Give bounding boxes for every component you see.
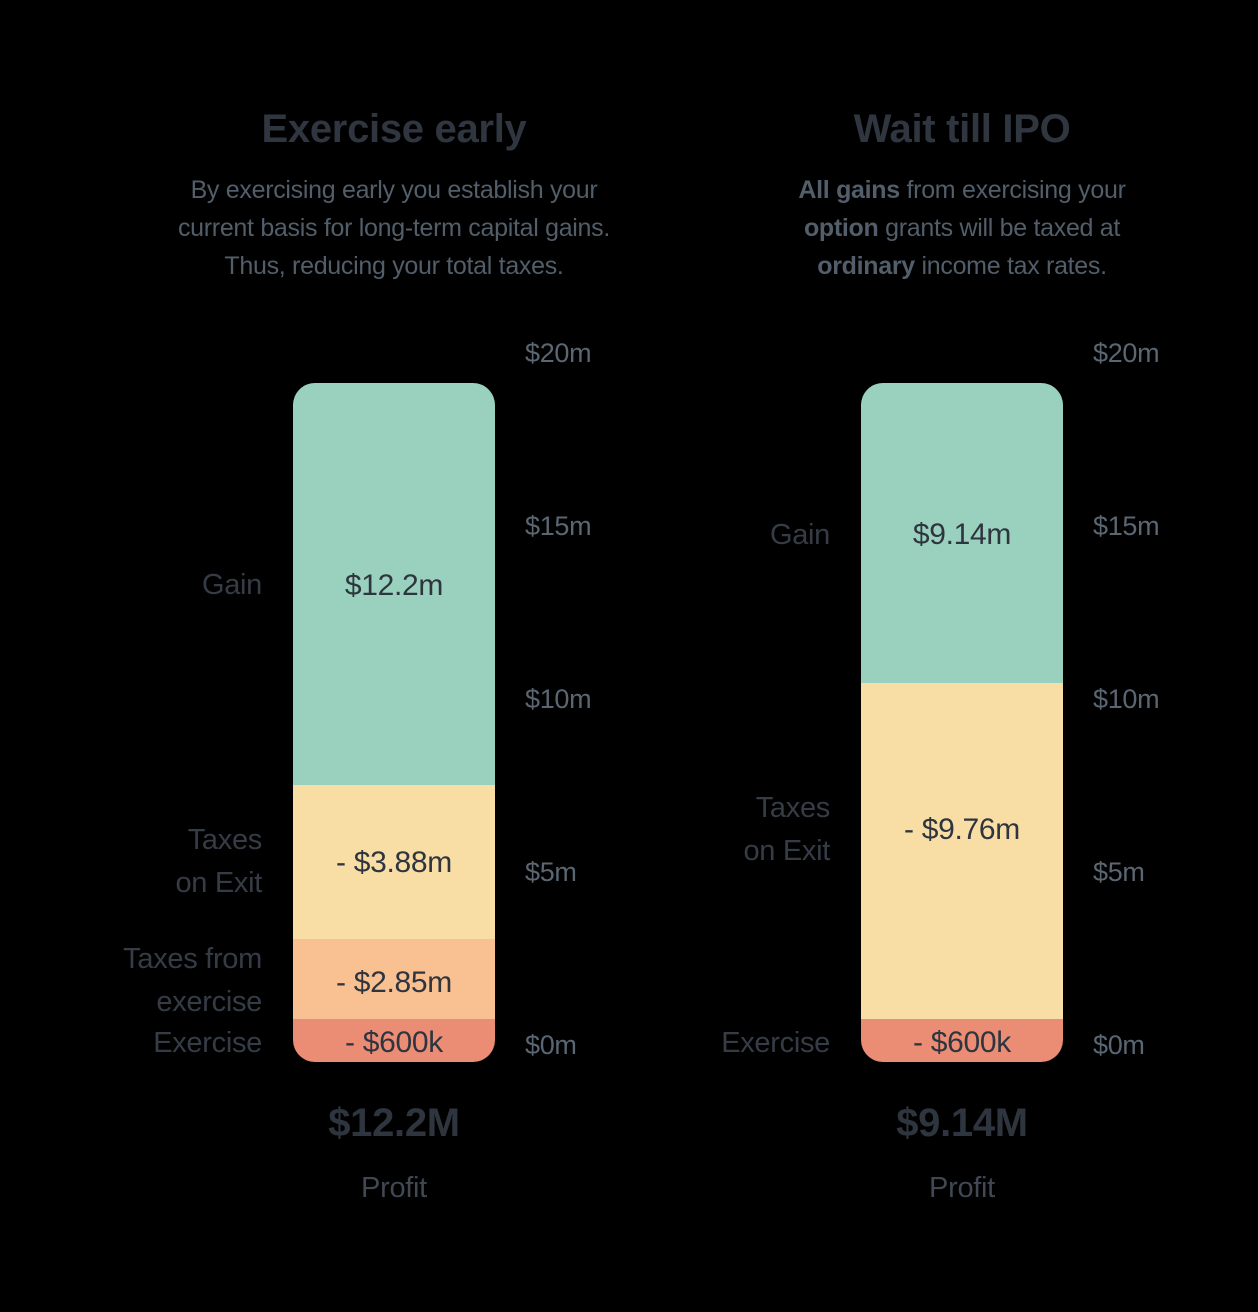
side-label-line: Taxes — [755, 792, 831, 824]
segment-value-taxes-from-exercise: - $2.85m — [336, 966, 452, 999]
stacked-bar — [861, 383, 1063, 1062]
chart-title: Exercise early — [261, 107, 527, 151]
y-axis-tick: $15m — [525, 511, 592, 541]
bar-segment-gain — [861, 383, 1063, 683]
subtitle-line: current basis for long-term capital gain… — [177, 214, 611, 242]
profit-caption: Profit — [361, 1172, 427, 1204]
segment-value-exercise: - $600k — [345, 1026, 443, 1059]
y-axis-tick: $10m — [1093, 684, 1160, 714]
bar-segment-exercise-cost — [861, 1019, 1063, 1062]
chart-title: Wait till IPO — [853, 107, 1071, 151]
y-axis-tick: $20m — [1093, 338, 1160, 368]
segment-side-label-gain: Gain — [769, 519, 830, 551]
y-axis-tick: $0m — [525, 1030, 577, 1060]
segment-value-taxes-on-exit: - $3.88m — [336, 846, 452, 879]
subtitle-line: By exercising early you establish your — [190, 176, 598, 204]
bar-segment-gain — [293, 383, 495, 785]
y-axis-tick: $0m — [1093, 1030, 1145, 1060]
side-label-line: on Exit — [743, 835, 830, 867]
profit-caption: Profit — [929, 1172, 995, 1204]
segment-value-gain: $9.14m — [912, 518, 1012, 551]
segment-side-label-exercise: Exercise — [721, 1027, 830, 1059]
chart-subtitle: By exercising early you establish your c… — [94, 171, 694, 285]
profit-value: $12.2M — [328, 1101, 460, 1145]
y-axis-tick: $5m — [1093, 857, 1145, 887]
y-axis-tick: $10m — [525, 684, 592, 714]
y-axis-tick: $15m — [1093, 511, 1160, 541]
subtitle-line: option grants will be taxed at — [803, 214, 1121, 242]
side-label-line: Taxes from — [123, 943, 262, 975]
chart-wait-till-ipo: Wait till IPO All gains from exercising … — [568, 0, 1258, 1312]
bar-segment-taxes-on-exit — [861, 683, 1063, 1019]
y-axis-tick: $20m — [525, 338, 592, 368]
segment-side-label-gain: Gain — [201, 569, 262, 601]
segment-side-label-exercise: Exercise — [153, 1027, 262, 1059]
stacked-bar — [293, 383, 495, 1062]
segment-value-gain: $12.2m — [344, 569, 444, 602]
subtitle-line: Thus, reducing your total taxes. — [224, 252, 564, 280]
side-label-line: Taxes — [187, 824, 263, 856]
segment-side-label-taxes-on-exit: Taxes on Exit — [0, 819, 262, 905]
chart-exercise-early: Exercise early By exercising early you e… — [0, 107, 610, 1204]
side-label-line: on Exit — [175, 867, 262, 899]
subtitle-line: All gains from exercising your — [798, 176, 1126, 204]
y-axis-tick: $5m — [525, 857, 577, 887]
chart-subtitle: All gains from exercising your option gr… — [662, 171, 1258, 285]
segment-value-taxes-on-exit: - $9.76m — [904, 813, 1020, 846]
segment-side-label-taxes-on-exit: Taxes on Exit — [568, 787, 830, 873]
segment-value-exercise: - $600k — [913, 1026, 1011, 1059]
subtitle-line: ordinary income tax rates. — [817, 252, 1107, 280]
side-label-line: exercise — [156, 986, 262, 1018]
bar-segment-taxes-from-exercise — [293, 939, 495, 1019]
segment-side-label-taxes-from-exercise: Taxes from exercise — [0, 938, 262, 1024]
bar-segment-exercise-cost — [293, 1019, 495, 1062]
bar-segment-taxes-on-exit — [293, 785, 495, 939]
profit-value: $9.14M — [896, 1101, 1028, 1145]
